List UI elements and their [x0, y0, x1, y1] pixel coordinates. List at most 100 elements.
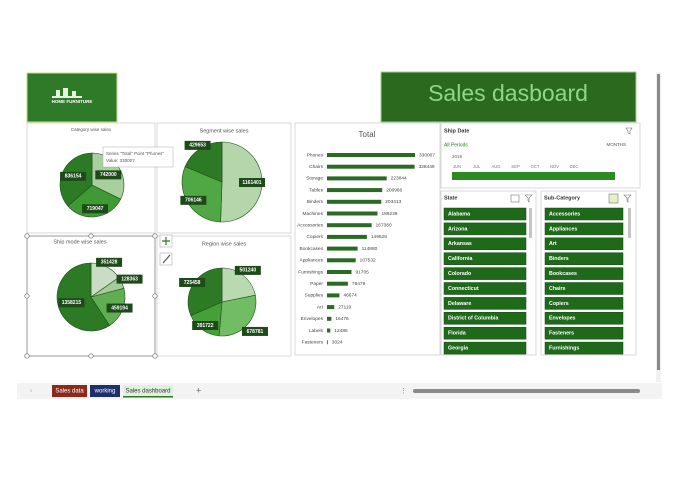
data-label: 12486	[334, 328, 348, 334]
filter-clear-icon[interactable]	[625, 127, 633, 135]
data-label: 78479	[352, 281, 366, 287]
bar	[327, 223, 372, 228]
handle[interactable]	[24, 233, 30, 239]
slicer-item[interactable]	[544, 297, 624, 310]
bar	[327, 211, 378, 216]
tab-nav[interactable]: ›	[30, 389, 32, 395]
slicer-title: State	[444, 195, 457, 201]
data-label: 107532	[360, 258, 376, 264]
pie-slice	[56, 262, 110, 332]
slicer-item[interactable]	[443, 326, 527, 340]
slicer-item-label[interactable]: Envelopes	[549, 316, 576, 322]
slicer-item-label[interactable]: Colorado	[448, 271, 472, 277]
sheet-tab-label[interactable]: Sales dashboard	[125, 389, 170, 395]
data-label-box	[234, 265, 261, 275]
sheet-tab-label[interactable]: working	[94, 389, 116, 395]
slicer-item-label[interactable]: Connecticut	[448, 286, 479, 292]
slicer-item[interactable]	[544, 312, 624, 325]
slicer-item[interactable]	[544, 237, 624, 251]
bar	[327, 258, 356, 263]
data-label: 128363	[121, 276, 138, 282]
y-tick-label: Copiers	[306, 234, 323, 240]
slicer-item[interactable]	[443, 297, 527, 310]
slicer-item[interactable]	[544, 282, 624, 295]
slicer-item-label[interactable]: Arkansas	[448, 241, 472, 247]
chart-title: Ship mode wise sales	[53, 239, 106, 245]
new-sheet-button[interactable]: +	[196, 385, 201, 395]
sheet-tab[interactable]	[52, 385, 87, 397]
slicer-item[interactable]	[443, 341, 527, 355]
handle[interactable]	[152, 353, 158, 359]
multi-select-icon[interactable]	[510, 194, 520, 203]
slicer-item[interactable]	[443, 312, 527, 325]
slicer-item-label[interactable]: Fasteners	[549, 331, 574, 337]
slicer-item-label[interactable]: District of Columbia	[448, 316, 498, 322]
slicer-item-label[interactable]: Appliances	[549, 226, 577, 232]
handle[interactable]	[88, 353, 94, 359]
bar	[327, 246, 358, 251]
handle[interactable]	[152, 233, 158, 239]
more-button[interactable]: ⋮	[400, 388, 407, 395]
slicer-item[interactable]	[544, 222, 624, 236]
slicer-scrollbar[interactable]	[628, 208, 631, 238]
slicer-item-label[interactable]: Binders	[549, 256, 569, 262]
slicer-item[interactable]	[443, 252, 527, 265]
filter-clear-icon[interactable]	[524, 194, 533, 203]
slicer-item-label[interactable]: California	[448, 256, 472, 262]
data-label: 3024	[332, 339, 343, 345]
slicer-item-label[interactable]: Accessories	[549, 211, 580, 217]
slicer-item[interactable]	[544, 326, 624, 340]
filter-clear-icon[interactable]	[623, 194, 632, 203]
slicer-item-label[interactable]: Chairs	[549, 286, 566, 292]
slicer-item-label[interactable]: Arizona	[448, 226, 467, 232]
horizontal-scrollbar[interactable]	[413, 389, 640, 393]
slicer-item[interactable]	[544, 267, 624, 280]
slicer-item-label[interactable]: Alabama	[448, 211, 470, 217]
slicer-item-label[interactable]: Copiers	[549, 301, 569, 307]
tooltip-box	[102, 146, 174, 168]
slicer-item[interactable]	[544, 207, 624, 221]
sheet-tab[interactable]	[123, 385, 173, 397]
pie-slice	[218, 294, 257, 337]
slicer-title: Sub-Category	[544, 195, 581, 201]
y-tick-label: Supplies	[305, 293, 324, 299]
month-label: AUG	[491, 164, 500, 169]
slicer-item[interactable]	[443, 237, 527, 251]
data-label-box	[95, 170, 122, 180]
data-label: 459194	[111, 305, 128, 311]
timeline-bar[interactable]	[452, 172, 615, 180]
slicer-item[interactable]	[443, 282, 527, 295]
pie-slice	[221, 267, 256, 303]
slicer-item-label[interactable]: Georgia	[448, 346, 468, 352]
handle[interactable]	[24, 293, 30, 299]
bar	[327, 340, 328, 345]
scroll-thumb[interactable]	[657, 74, 660, 370]
slicer-item-label[interactable]: Art	[549, 241, 557, 247]
slicer-item[interactable]	[443, 267, 527, 280]
data-label-box	[241, 326, 268, 336]
y-tick-label: Paper	[310, 281, 323, 287]
handle[interactable]	[152, 293, 158, 299]
slicer-item[interactable]	[544, 341, 624, 355]
chart-title: Segment wise sales	[200, 128, 249, 134]
sheet-tab[interactable]	[90, 385, 120, 397]
sheet-tab-label[interactable]: Sales data	[55, 389, 84, 395]
data-label: 742000	[100, 172, 117, 178]
active-tab-underline	[123, 396, 173, 398]
data-label-box	[184, 140, 211, 150]
slicer-item-label[interactable]: Delaware	[448, 301, 471, 307]
slicer-item[interactable]	[443, 207, 527, 221]
y-tick-label: Binders	[307, 199, 324, 205]
handle[interactable]	[24, 353, 30, 359]
slicer-scrollbar[interactable]	[529, 208, 532, 238]
slicer-item[interactable]	[443, 222, 527, 236]
slicer-item-label[interactable]: Bookcases	[549, 271, 577, 277]
slicer-item-label[interactable]: Furnishings	[549, 346, 579, 352]
level-dropdown[interactable]: MONTHS	[607, 142, 627, 147]
slicer-item-label[interactable]: Florida	[448, 331, 466, 337]
handle[interactable]	[88, 233, 94, 239]
y-tick-label: Furnishings	[298, 269, 323, 275]
multi-select-icon[interactable]	[608, 193, 619, 204]
data-label-box	[82, 204, 109, 214]
slicer-item[interactable]	[544, 252, 624, 265]
